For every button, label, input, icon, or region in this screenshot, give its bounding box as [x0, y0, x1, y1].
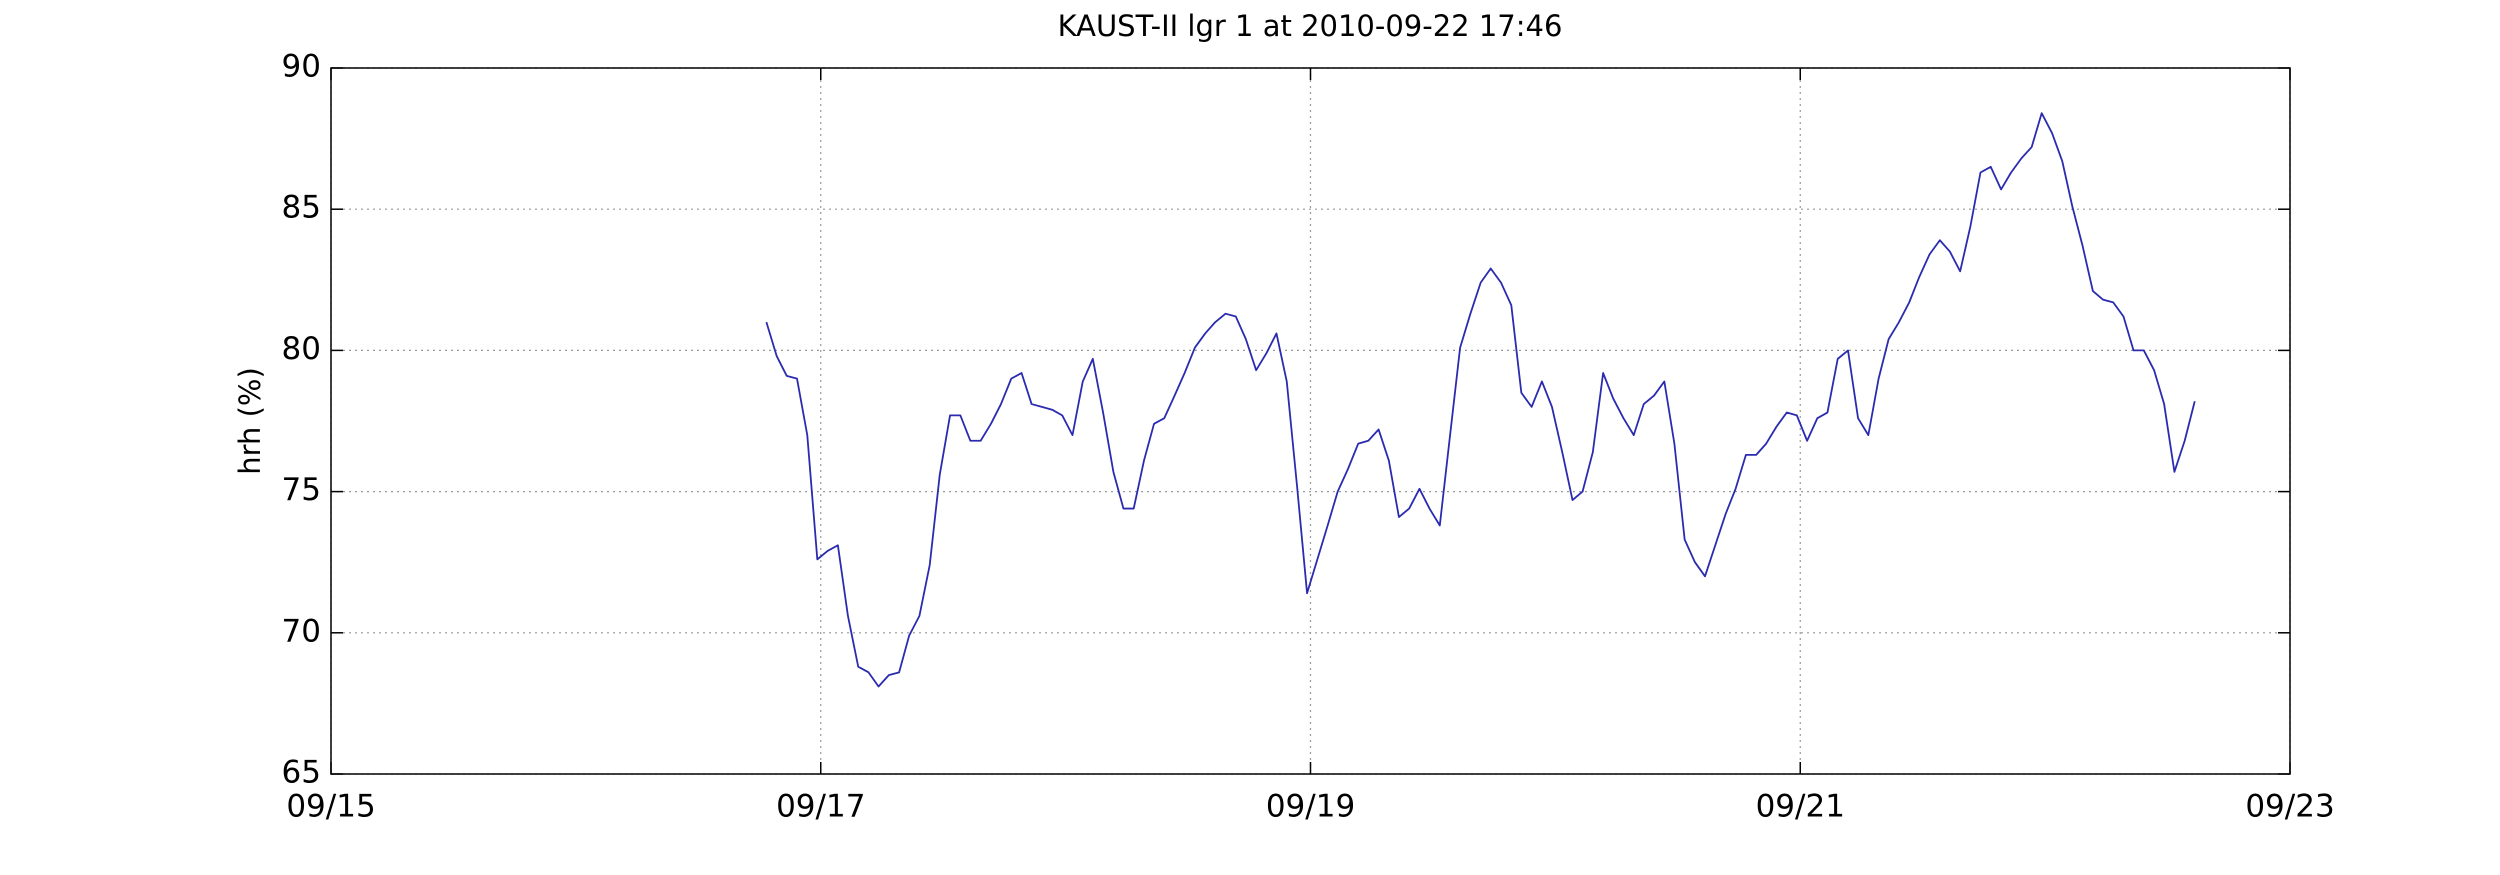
y-axis-label: hrh (%) [233, 367, 267, 475]
chart-title: KAUST-II lgr 1 at 2010-09-22 17:46 [1058, 9, 1563, 43]
y-tick-label: 90 [282, 49, 321, 85]
y-tick-label: 85 [282, 190, 321, 226]
y-tick-label: 75 [282, 472, 321, 508]
y-tick-label: 70 [282, 613, 321, 649]
x-tick-label: 09/19 [1266, 789, 1355, 825]
x-tick-label: 09/21 [1756, 789, 1845, 825]
data-line [765, 112, 2196, 688]
y-tick-label: 65 [282, 755, 321, 791]
x-tick-label: 09/23 [2245, 789, 2334, 825]
x-tick-label: 09/17 [776, 789, 865, 825]
plot-frame [330, 67, 2291, 775]
x-tick-label: 09/15 [286, 789, 375, 825]
y-tick-label: 80 [282, 331, 321, 367]
